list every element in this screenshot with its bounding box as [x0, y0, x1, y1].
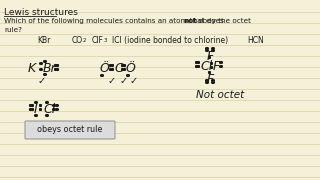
Text: Lewis structures: Lewis structures [4, 8, 78, 17]
Text: 3: 3 [104, 38, 108, 43]
Text: 2: 2 [83, 38, 86, 43]
Text: obeys octet rule: obeys octet rule [37, 125, 103, 134]
Text: ✓: ✓ [130, 76, 138, 86]
Text: F: F [213, 60, 220, 73]
Text: C: C [114, 62, 123, 75]
Text: I: I [34, 103, 38, 116]
Text: F: F [207, 50, 214, 63]
Text: Br: Br [43, 62, 57, 75]
Text: Ö: Ö [126, 62, 136, 75]
Text: Not octet: Not octet [196, 90, 244, 100]
Text: ICl (iodine bonded to chlorine): ICl (iodine bonded to chlorine) [112, 36, 228, 45]
Text: rule?: rule? [4, 27, 22, 33]
Text: ClF: ClF [92, 36, 104, 45]
Text: ✓: ✓ [120, 76, 128, 86]
Text: not: not [183, 18, 196, 24]
Text: F: F [207, 73, 214, 86]
Text: Cl: Cl [200, 60, 212, 73]
Text: K: K [28, 62, 36, 75]
Text: KBr: KBr [37, 36, 50, 45]
FancyBboxPatch shape [25, 121, 115, 139]
Text: HCN: HCN [247, 36, 264, 45]
Text: Which of the following molecules contains an atom that does: Which of the following molecules contain… [4, 18, 226, 24]
Text: obey the octet: obey the octet [196, 18, 251, 24]
Text: Ö: Ö [100, 62, 110, 75]
Text: Cl: Cl [43, 103, 55, 116]
Text: ✓: ✓ [38, 76, 46, 86]
Text: CO: CO [72, 36, 83, 45]
Text: ✓: ✓ [108, 76, 116, 86]
